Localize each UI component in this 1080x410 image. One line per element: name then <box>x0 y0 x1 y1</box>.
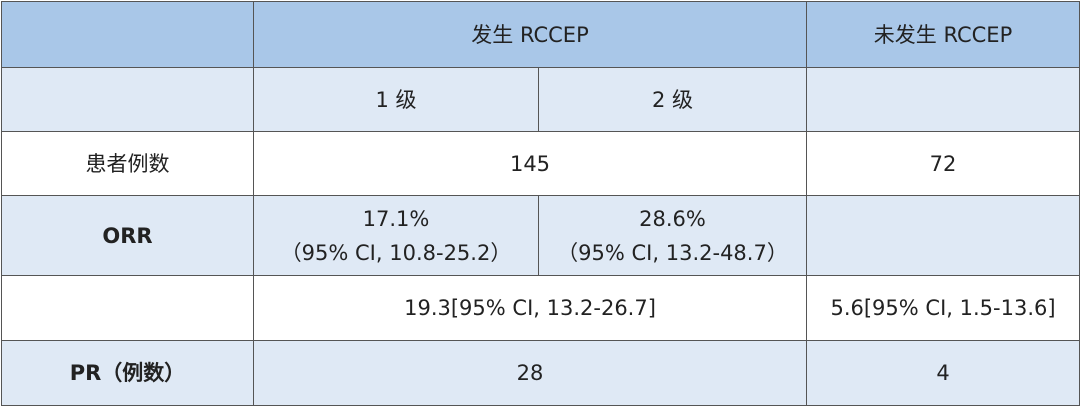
cell <box>1 275 254 341</box>
value: 28.6% <box>639 206 706 231</box>
cell <box>806 195 1080 276</box>
patients-row: 患者例数 145 72 <box>1 131 1080 196</box>
cell: 19.3[95% CI, 13.2-26.7] <box>252 275 808 341</box>
header-cell: 未发生 RCCEP <box>806 1 1080 68</box>
cell: 17.1% （95% CI, 10.8-25.2） <box>253 195 539 276</box>
grade-row: 1 级 2 级 <box>1 67 1080 132</box>
row-label: 患者例数 <box>1 131 254 196</box>
cell: 145 <box>252 131 808 196</box>
header-row: 发生 RCCEP 未发生 RCCEP <box>1 1 1080 68</box>
value: 17.1% <box>362 206 430 231</box>
pr-row: PR（例数） 28 4 <box>1 340 1080 406</box>
cell <box>806 67 1080 132</box>
cell: 28.6% （95% CI, 13.2-48.7） <box>537 195 808 276</box>
cell: 4 <box>806 340 1080 406</box>
cell: 72 <box>806 131 1080 196</box>
grade-cell: 1 级 <box>253 67 539 132</box>
cell: 5.6[95% CI, 1.5-13.6] <box>806 275 1080 341</box>
overall-row: 19.3[95% CI, 13.2-26.7] 5.6[95% CI, 1.5-… <box>1 275 1080 341</box>
row-label: PR（例数） <box>1 340 254 406</box>
grade-cell: 2 级 <box>537 67 808 132</box>
ci: （95% CI, 10.8-25.2） <box>280 240 512 265</box>
cell <box>1 1 254 68</box>
orr-row: ORR 17.1% （95% CI, 10.8-25.2） 28.6% （95% C… <box>1 195 1080 276</box>
cell <box>1 67 254 132</box>
row-label: ORR <box>1 195 254 276</box>
cell: 28 <box>252 340 808 406</box>
ci: （95% CI, 13.2-48.7） <box>557 240 788 265</box>
header-cell: 发生 RCCEP <box>252 1 808 68</box>
